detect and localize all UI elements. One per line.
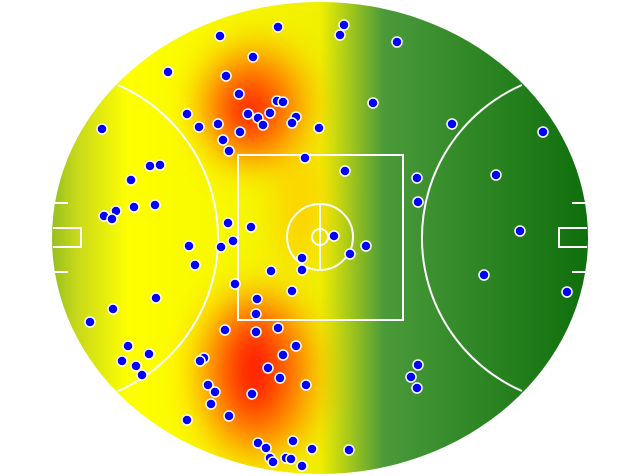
point	[214, 30, 226, 42]
point	[339, 165, 351, 177]
point	[343, 444, 355, 456]
point	[251, 293, 263, 305]
point	[360, 240, 372, 252]
point	[223, 410, 235, 422]
point	[234, 126, 246, 138]
point	[260, 442, 272, 454]
point	[189, 259, 201, 271]
point	[245, 221, 257, 233]
point	[411, 382, 423, 394]
point	[205, 398, 217, 410]
point	[257, 119, 269, 131]
point	[306, 443, 318, 455]
point	[300, 379, 312, 391]
point	[128, 201, 140, 213]
point	[223, 145, 235, 157]
point	[217, 134, 229, 146]
point	[136, 369, 148, 381]
point	[262, 362, 274, 374]
point	[405, 371, 417, 383]
point	[193, 121, 205, 133]
point	[144, 160, 156, 172]
point	[250, 308, 262, 320]
point	[274, 372, 286, 384]
point	[250, 326, 262, 338]
point	[215, 241, 227, 253]
point	[478, 269, 490, 281]
point	[181, 108, 193, 120]
point	[183, 240, 195, 252]
point	[328, 230, 340, 242]
point	[212, 118, 224, 130]
point	[334, 29, 346, 41]
point	[367, 97, 379, 109]
point	[150, 292, 162, 304]
point	[561, 286, 573, 298]
point	[222, 217, 234, 229]
point	[286, 117, 298, 129]
point	[296, 460, 308, 472]
point	[122, 340, 134, 352]
point	[246, 388, 258, 400]
point	[296, 252, 308, 264]
point	[149, 199, 161, 211]
point	[162, 66, 174, 78]
point	[537, 126, 549, 138]
point	[265, 265, 277, 277]
point	[287, 435, 299, 447]
point	[277, 349, 289, 361]
point	[252, 437, 264, 449]
point	[219, 324, 231, 336]
point	[209, 386, 221, 398]
field-lines	[53, 84, 587, 392]
point	[202, 379, 214, 391]
point	[242, 108, 254, 120]
point	[391, 36, 403, 48]
point	[181, 414, 193, 426]
point	[299, 152, 311, 164]
point	[264, 107, 276, 119]
points	[84, 19, 573, 472]
point	[227, 235, 239, 247]
point	[125, 174, 137, 186]
point	[412, 359, 424, 371]
point	[344, 248, 356, 260]
point	[313, 122, 325, 134]
point	[272, 21, 284, 33]
point	[290, 340, 302, 352]
point	[412, 196, 424, 208]
point	[143, 348, 155, 360]
point	[130, 360, 142, 372]
point	[296, 264, 308, 276]
point	[338, 19, 350, 31]
point	[96, 123, 108, 135]
point	[272, 322, 284, 334]
point	[514, 225, 526, 237]
point	[229, 278, 241, 290]
point	[220, 70, 232, 82]
point	[285, 453, 297, 465]
point	[277, 96, 289, 108]
point	[154, 159, 166, 171]
point	[107, 303, 119, 315]
point	[116, 355, 128, 367]
point	[286, 285, 298, 297]
point	[490, 169, 502, 181]
point	[106, 213, 118, 225]
point	[267, 456, 279, 468]
point	[194, 355, 206, 367]
point	[233, 88, 245, 100]
point	[247, 51, 259, 63]
point	[411, 172, 423, 184]
point	[84, 316, 96, 328]
point	[446, 118, 458, 130]
